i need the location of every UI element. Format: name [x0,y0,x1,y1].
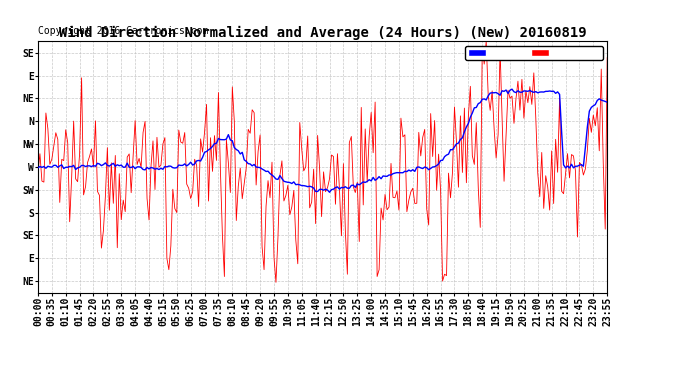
Text: Copyright 2016 Cartronics.com: Copyright 2016 Cartronics.com [38,26,208,36]
Title: Wind Direction Normalized and Average (24 Hours) (New) 20160819: Wind Direction Normalized and Average (2… [59,26,586,40]
Legend: Average, Direction: Average, Direction [465,46,602,60]
